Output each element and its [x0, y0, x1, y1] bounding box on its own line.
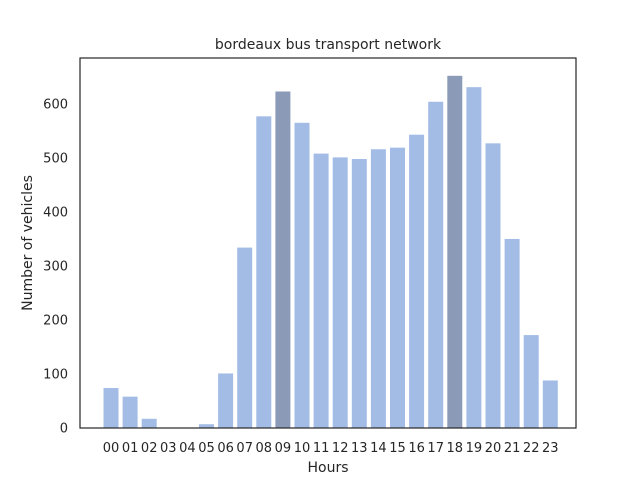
x-tick-label-02: 02	[141, 441, 158, 456]
bar-hour-18	[447, 75, 463, 428]
bar-hour-22	[523, 335, 539, 428]
x-tick-label-18: 18	[447, 441, 464, 456]
x-tick-label-17: 17	[427, 441, 444, 456]
bar-hour-23	[542, 380, 558, 428]
bar-hour-06	[218, 373, 234, 428]
x-tick-label-08: 08	[256, 441, 273, 456]
x-tick-label-10: 10	[294, 441, 311, 456]
y-tick-label-400: 400	[43, 205, 68, 220]
y-tick-label-200: 200	[43, 313, 68, 328]
y-tick-label-600: 600	[43, 97, 68, 112]
x-tick-label-07: 07	[236, 441, 253, 456]
plot-frame	[79, 57, 577, 429]
x-tick-label-16: 16	[408, 441, 425, 456]
y-axis-label: Number of vehicles	[20, 175, 36, 311]
bar-hour-02	[141, 418, 157, 428]
y-tick-label-0: 0	[60, 422, 68, 437]
bar-hour-01	[122, 396, 138, 428]
bars-group	[103, 75, 558, 429]
x-tick-label-20: 20	[485, 441, 502, 456]
y-tick-label-100: 100	[43, 367, 68, 382]
x-tick-label-22: 22	[523, 441, 540, 456]
x-axis-label: Hours	[307, 460, 348, 476]
x-tick-label-03: 03	[160, 441, 177, 456]
bar-hour-13	[351, 159, 367, 428]
bar-hour-19	[466, 87, 482, 429]
x-tick-label-19: 19	[466, 441, 483, 456]
bar-hour-15	[390, 147, 405, 428]
x-tick-label-21: 21	[504, 441, 521, 456]
x-tick-label-01: 01	[122, 441, 139, 456]
bar-hour-21	[504, 238, 520, 428]
y-tick-label-300: 300	[43, 259, 68, 274]
x-tick-label-14: 14	[370, 441, 387, 456]
bar-hour-10	[294, 122, 310, 428]
x-tick-label-15: 15	[389, 441, 406, 456]
bar-hour-17	[428, 101, 444, 428]
x-tick-label-13: 13	[351, 441, 368, 456]
bar-hour-09	[275, 91, 291, 429]
x-tick-label-11: 11	[313, 441, 330, 456]
chart-title: bordeaux bus transport network	[215, 37, 442, 53]
bar-hour-07	[237, 247, 253, 428]
bar-hour-12	[332, 157, 348, 428]
bar-hour-20	[485, 143, 501, 428]
x-tick-label-09: 09	[275, 441, 292, 456]
x-tick-label-06: 06	[217, 441, 234, 456]
y-tick-labels: 0 100 200 300 400 500 600	[43, 97, 68, 436]
x-tick-label-05: 05	[198, 441, 215, 456]
x-tick-label-23: 23	[542, 441, 559, 456]
bar-hour-05	[199, 424, 214, 428]
bar-hour-16	[409, 134, 425, 428]
x-tick-label-12: 12	[332, 441, 349, 456]
bar-hour-14	[370, 149, 386, 428]
x-tick-labels: 00 01 02 03 04 05 06 07 08 09 10 11 12 13 14 15 16 17 18 19…	[103, 441, 559, 456]
bar-hour-00	[103, 388, 119, 428]
x-tick-label-04: 04	[179, 441, 196, 456]
y-tick-label-500: 500	[43, 151, 68, 166]
bar-hour-08	[256, 116, 272, 428]
x-tick-label-00: 00	[103, 441, 120, 456]
bar-hour-11	[313, 153, 329, 429]
